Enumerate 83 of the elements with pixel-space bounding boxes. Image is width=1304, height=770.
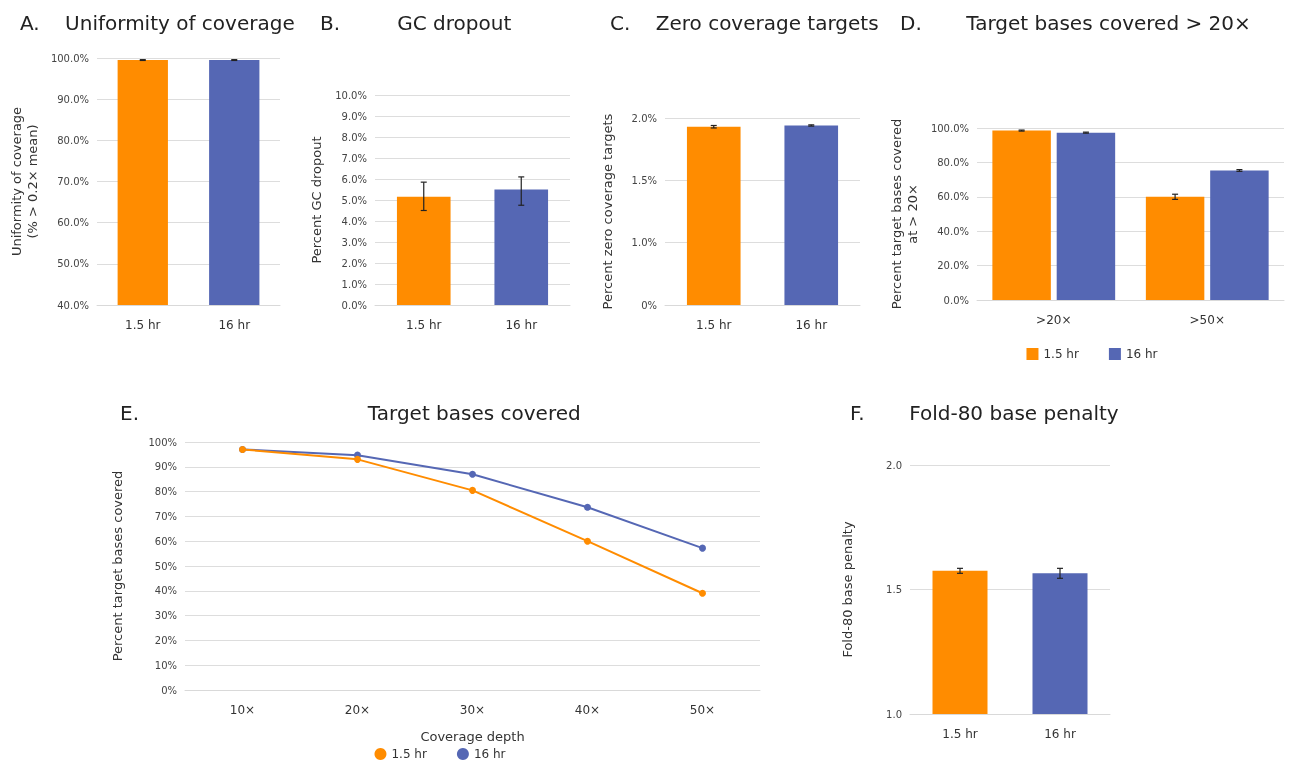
- y-tick-label: 50%: [154, 560, 177, 572]
- y-tick-label: 0%: [641, 299, 657, 311]
- x-tick-label: >20×: [1036, 313, 1072, 327]
- y-tick-label: 60.0%: [937, 191, 970, 203]
- legend-label: 1.5 hr: [1043, 347, 1079, 361]
- chart-title: F. Fold-80 base penalty: [850, 401, 1119, 425]
- y-tick-label: 60.0%: [57, 217, 90, 229]
- y-tick-label: 6.0%: [341, 173, 367, 185]
- y-tick-label: 9.0%: [341, 110, 367, 122]
- y-tick-label: 1.0%: [631, 237, 657, 249]
- point: [699, 544, 706, 552]
- y-tick-label: 4.0%: [341, 215, 367, 227]
- y-tick-label: 0%: [161, 684, 177, 696]
- point: [584, 537, 591, 545]
- y-tick-label: 2.0%: [341, 257, 367, 269]
- y-tick-label: 90.0%: [57, 93, 90, 105]
- chart-title: D. Target bases covered > 20×: [900, 11, 1251, 35]
- y-axis-title: Percent target bases covered: [109, 470, 125, 662]
- x-tick-label: 50×: [689, 703, 716, 717]
- x-tick-label: 1.5 hr: [696, 318, 732, 332]
- y-tick-label: 1.5: [886, 584, 902, 595]
- y-tick-label: 3.0%: [341, 236, 367, 248]
- y-axis-title: Uniformity of coverage (% > 0.2× mean): [8, 106, 40, 257]
- y-tick-label: 8.0%: [341, 131, 367, 143]
- y-tick-label: 80%: [154, 486, 177, 498]
- chart-title: A. Uniformity of coverage: [20, 11, 295, 35]
- y-tick-label: 60%: [154, 535, 177, 547]
- x-tick-label: 30×: [459, 703, 486, 717]
- x-tick-label: 16 hr: [795, 318, 828, 332]
- y-axis-title: Percent zero coverage targets: [599, 113, 615, 310]
- y-tick-label: 0.0%: [341, 299, 367, 311]
- y-tick-label: 5.0%: [341, 194, 367, 206]
- bar: [1056, 132, 1116, 300]
- legend-label: 1.5 hr: [391, 747, 427, 761]
- y-axis-title: Fold-80 base penalty: [839, 521, 855, 658]
- y-tick-label: 70%: [154, 510, 177, 522]
- y-tick-label: 40.0%: [937, 225, 970, 237]
- chart-title: E. Target bases covered: [120, 401, 581, 425]
- y-tick-label: 1.5%: [631, 174, 657, 186]
- bar: [1210, 170, 1269, 300]
- y-tick-label: 10%: [154, 659, 177, 671]
- x-tick-label: 40×: [574, 703, 601, 717]
- y-tick-label: 20.0%: [937, 260, 970, 272]
- y-tick-label: 100.0%: [50, 52, 90, 64]
- x-tick-label: 16 hr: [218, 318, 251, 332]
- bar: [1145, 196, 1205, 300]
- y-tick-label: 2.0: [886, 459, 902, 471]
- point: [469, 470, 476, 478]
- bar: [992, 130, 1051, 300]
- y-tick-label: 30%: [154, 610, 177, 622]
- y-tick-label: 20%: [154, 634, 177, 646]
- y-tick-label: 90%: [154, 461, 177, 473]
- x-tick-label: 16 hr: [505, 318, 538, 332]
- y-tick-label: 1.0: [886, 708, 902, 720]
- y-tick-label: 100%: [148, 436, 177, 448]
- y-tick-label: 7.0%: [341, 152, 367, 164]
- y-tick-label: 0.0%: [943, 294, 970, 306]
- point: [469, 486, 476, 494]
- y-axis-title: Percent target bases covered at > 20×: [888, 118, 920, 310]
- y-tick-label: 10.0%: [335, 89, 367, 101]
- x-tick-label: 20×: [344, 703, 371, 717]
- y-axis-title: Percent GC dropout: [308, 136, 324, 264]
- y-tick-label: 50.0%: [57, 258, 90, 270]
- point: [699, 589, 706, 597]
- x-tick-label: 1.5 hr: [125, 318, 161, 332]
- legend-label: 16 hr: [1125, 347, 1158, 361]
- y-tick-label: 80.0%: [57, 134, 90, 146]
- x-tick-label: >50×: [1189, 313, 1225, 327]
- y-tick-label: 100.0%: [930, 122, 970, 134]
- y-tick-label: 1.0%: [341, 278, 367, 290]
- point: [584, 503, 591, 511]
- y-tick-label: 80.0%: [937, 156, 970, 168]
- legend-label: 16 hr: [473, 747, 506, 761]
- point: [354, 455, 361, 463]
- chart-title: C. Zero coverage targets: [610, 11, 879, 35]
- chart-title: B. GC dropout: [320, 11, 512, 35]
- x-axis-title: Coverage depth: [420, 729, 525, 744]
- x-tick-label: 10×: [229, 703, 256, 717]
- y-tick-label: 2.0%: [631, 112, 657, 124]
- y-tick-label: 40%: [154, 585, 177, 597]
- y-tick-label: 70.0%: [57, 176, 90, 187]
- x-tick-label: 1.5 hr: [406, 318, 442, 332]
- y-tick-label: 40.0%: [57, 299, 90, 311]
